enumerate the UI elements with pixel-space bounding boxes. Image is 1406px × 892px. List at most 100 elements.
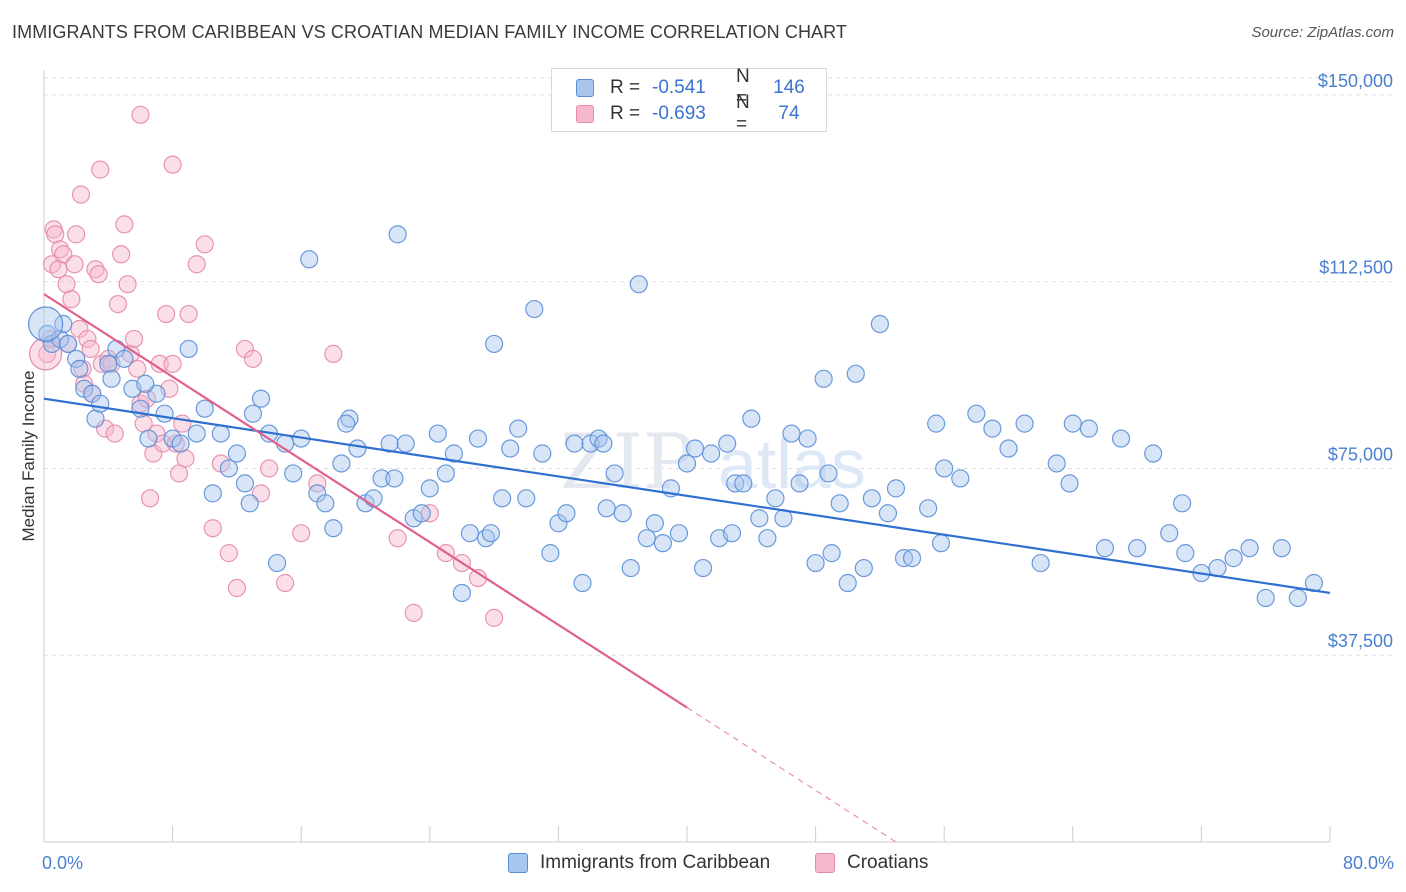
data-point — [67, 225, 86, 244]
data-point — [525, 299, 544, 319]
legend-item-label: Croatians — [847, 852, 929, 873]
data-point — [388, 225, 407, 244]
data-point — [1256, 588, 1275, 608]
data-point — [886, 479, 906, 498]
data-point — [468, 429, 488, 448]
x-tick-label: 0.0% — [42, 853, 83, 873]
data-point — [485, 608, 504, 627]
data-point — [645, 514, 664, 533]
data-point — [750, 509, 769, 528]
trend-lines — [43, 293, 1331, 843]
data-point — [685, 439, 705, 458]
data-point — [605, 464, 624, 483]
data-point — [983, 419, 1002, 438]
data-point — [78, 329, 97, 349]
data-point — [211, 424, 230, 443]
data-point — [790, 474, 809, 493]
y-axis-label: Median Family Income — [19, 370, 38, 541]
data-point — [102, 369, 121, 388]
legend-swatch-blue — [576, 79, 594, 97]
data-point — [235, 474, 255, 493]
legend-item-caribbean[interactable]: Immigrants from Caribbean — [508, 852, 770, 874]
data-point — [1224, 549, 1243, 568]
data-point — [284, 464, 303, 483]
data-point — [589, 429, 608, 448]
data-point — [854, 558, 873, 578]
data-point — [822, 544, 841, 563]
data-point — [300, 250, 319, 269]
data-point — [91, 160, 110, 179]
data-point — [621, 558, 640, 578]
data-point — [71, 185, 91, 204]
data-point — [766, 489, 785, 508]
data-point — [1031, 553, 1050, 573]
legend-swatch-pink — [815, 853, 835, 873]
legend-r-value: -0.693 — [652, 103, 706, 124]
data-point — [337, 414, 356, 433]
data-point — [1015, 414, 1034, 433]
data-point — [243, 349, 263, 368]
data-point — [999, 439, 1018, 458]
data-point — [1173, 494, 1192, 513]
data-point — [332, 454, 351, 473]
data-point — [870, 314, 890, 334]
data-point — [118, 275, 137, 294]
data-point — [65, 255, 84, 274]
data-point — [517, 489, 536, 508]
data-point — [195, 235, 214, 254]
data-point — [227, 444, 246, 463]
data-point — [95, 419, 115, 438]
data-point — [1063, 414, 1082, 433]
legend-item-croatians[interactable]: Croatians — [815, 852, 928, 874]
data-point — [62, 290, 81, 309]
data-point — [485, 334, 504, 354]
data-point — [444, 444, 464, 463]
legend-row-croatians: R = -0.693 N = 74 — [576, 92, 814, 135]
data-point — [124, 329, 144, 349]
data-point — [50, 240, 70, 259]
data-point — [677, 454, 697, 473]
data-point — [385, 469, 404, 488]
legend-item-label: Immigrants from Caribbean — [540, 852, 771, 873]
legend-r-label: R = — [610, 77, 641, 98]
data-point — [481, 524, 500, 543]
data-point — [428, 424, 447, 443]
data-point — [967, 404, 986, 423]
trend-line-croatians — [43, 293, 688, 709]
data-point — [1288, 588, 1307, 608]
caribbean-points — [28, 225, 1324, 608]
data-point — [734, 474, 753, 493]
data-point — [404, 603, 423, 622]
data-point — [388, 529, 407, 548]
series-legend: Immigrants from Caribbean Croatians — [0, 852, 1406, 878]
data-point — [67, 349, 86, 368]
data-point — [372, 469, 391, 488]
croatians-points — [29, 105, 504, 627]
data-point — [501, 439, 520, 458]
data-point — [702, 444, 721, 463]
data-point — [86, 260, 105, 279]
data-point — [533, 444, 552, 463]
data-point — [128, 359, 147, 378]
legend-n-value: 74 — [778, 103, 800, 124]
data-point — [163, 354, 182, 373]
data-point — [693, 558, 713, 578]
data-point — [166, 434, 185, 453]
data-point — [493, 489, 512, 508]
legend-row-caribbean: R = -0.541 N = 146 — [576, 66, 814, 109]
data-point — [1127, 539, 1147, 558]
data-point — [597, 499, 616, 518]
data-point — [951, 469, 970, 488]
watermark-zip: ZIP — [560, 417, 694, 506]
data-point — [131, 105, 150, 124]
data-point — [436, 464, 455, 483]
data-point — [862, 489, 881, 508]
y-tick-label: $150,000 — [1318, 71, 1393, 91]
data-point — [919, 499, 938, 518]
data-point — [846, 364, 865, 383]
data-point — [629, 275, 648, 294]
data-point — [153, 434, 173, 453]
data-point — [292, 524, 311, 543]
data-point — [81, 339, 100, 359]
data-point — [203, 484, 222, 503]
